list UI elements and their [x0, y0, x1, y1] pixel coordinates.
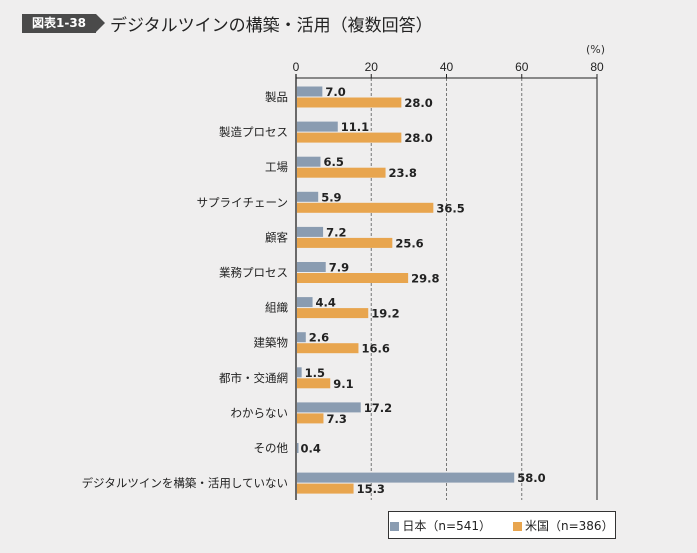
bar: [297, 378, 331, 389]
data-label: 15.3: [357, 482, 385, 496]
unit-label: (%): [586, 43, 606, 56]
data-label: 28.0: [404, 131, 432, 145]
data-label: 7.2: [326, 225, 346, 239]
tick-label: 40: [440, 60, 454, 74]
data-label: 7.3: [326, 412, 346, 426]
tick-label: 0: [293, 60, 300, 74]
tick-label: 60: [515, 60, 529, 74]
data-label: 58.0: [517, 471, 545, 485]
legend-label: 日本（n=541）: [402, 518, 491, 533]
data-label: 16.6: [361, 342, 389, 356]
category-label: その他: [254, 441, 289, 455]
bar: [297, 483, 354, 494]
category-label: サプライチェーン: [197, 195, 288, 209]
chart-title: デジタルツインの構築・活用（複数回答）: [110, 16, 433, 36]
bar: [297, 273, 409, 283]
bar: [297, 332, 306, 343]
bar: [297, 86, 323, 97]
data-label: 2.6: [309, 331, 329, 345]
bar: [297, 413, 324, 424]
data-label: 19.2: [371, 307, 399, 321]
category-label: 建築物: [254, 336, 289, 350]
legend-item-us: 米国（n=386）: [513, 517, 614, 534]
bar: [297, 308, 369, 319]
category-label: わからない: [231, 406, 289, 420]
category-label: 組織: [265, 301, 288, 315]
badge-arrow-icon: [96, 14, 105, 32]
bar: [297, 132, 402, 143]
bar: [297, 202, 434, 213]
data-label: 1.5: [305, 366, 325, 380]
bar: [297, 191, 319, 202]
data-label: 17.2: [364, 401, 392, 415]
legend: 日本（n=541） 米国（n=386）: [388, 511, 616, 539]
data-label: 7.0: [325, 85, 345, 99]
data-label: 29.8: [411, 272, 439, 286]
category-label: 工場: [265, 160, 288, 174]
bar: [297, 97, 402, 108]
bar: [297, 402, 361, 413]
legend-item-japan: 日本（n=541）: [390, 517, 491, 534]
data-label: 25.6: [395, 236, 423, 250]
tick-label: 80: [590, 60, 604, 74]
bar: [297, 443, 299, 453]
data-label: 4.4: [316, 296, 336, 310]
category-label: 顧客: [265, 230, 288, 244]
bar: [297, 226, 324, 237]
bar: [297, 367, 302, 378]
category-label: 業務プロセス: [219, 266, 288, 280]
tick-label: 20: [365, 60, 379, 74]
category-label: 都市・交通網: [219, 371, 288, 385]
data-label: 6.5: [323, 155, 343, 169]
bar: [297, 262, 326, 272]
bar: [297, 472, 515, 483]
data-label: 5.9: [321, 190, 341, 204]
data-label: 28.0: [404, 96, 432, 110]
data-label: 9.1: [333, 377, 353, 391]
figure-number-badge: 図表1-38: [22, 14, 96, 33]
bar: [297, 121, 338, 132]
data-label: 11.1: [341, 120, 369, 134]
bar: [297, 237, 393, 248]
data-label: 7.9: [329, 261, 349, 275]
bar: [297, 167, 386, 178]
data-label: 36.5: [436, 201, 464, 215]
category-label: 製造プロセス: [219, 125, 288, 139]
legend-swatch: [513, 521, 522, 531]
legend-swatch: [390, 521, 400, 531]
data-label: 23.8: [389, 166, 417, 180]
bar: [297, 297, 313, 308]
bar: [297, 343, 359, 354]
category-label: デジタルツインを構築・活用していない: [82, 476, 288, 490]
legend-label: 米国（n=386）: [525, 518, 614, 533]
data-label: 0.4: [301, 442, 321, 456]
bar: [297, 156, 321, 167]
category-label: 製品: [265, 90, 288, 104]
